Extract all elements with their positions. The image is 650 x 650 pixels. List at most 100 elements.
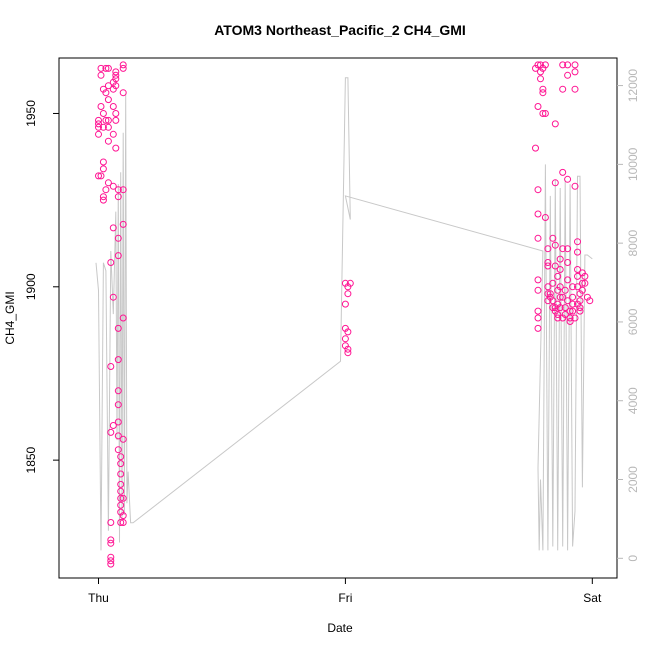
- chart-title: ATOM3 Northeast_Pacific_2 CH4_GMI: [214, 22, 466, 38]
- data-point: [581, 279, 589, 287]
- data-point: [549, 279, 557, 287]
- data-point: [551, 304, 559, 312]
- data-point: [574, 283, 581, 291]
- data-point: [107, 560, 115, 568]
- data-point: [114, 432, 122, 440]
- data-point: [102, 64, 110, 72]
- data-point: [561, 304, 569, 312]
- y-right-tick-label: 0: [626, 555, 640, 562]
- data-point: [107, 363, 115, 370]
- y-left-tick-label: 1950: [24, 100, 38, 127]
- data-point: [564, 71, 572, 79]
- data-point: [544, 290, 552, 298]
- plot-frame: [58, 57, 618, 579]
- data-point: [114, 401, 122, 409]
- data-point: [551, 241, 559, 249]
- data-point: [119, 435, 127, 443]
- data-point: [554, 311, 562, 318]
- data-point: [99, 193, 107, 201]
- data-point: [114, 186, 122, 194]
- data-point: [344, 345, 352, 353]
- data-point: [578, 286, 586, 294]
- data-point: [117, 460, 125, 468]
- data-point: [537, 68, 544, 76]
- x-tick-label: Fri: [338, 591, 352, 605]
- data-point: [117, 494, 125, 502]
- data-point: [564, 259, 572, 266]
- data-point: [566, 307, 574, 315]
- data-point: [556, 255, 564, 263]
- data-point: [574, 272, 581, 280]
- data-point: [95, 172, 102, 180]
- data-point: [544, 283, 552, 291]
- data-point: [564, 276, 572, 284]
- data-point: [537, 61, 544, 69]
- data-point: [574, 248, 581, 256]
- data-point: [109, 130, 117, 138]
- data-point: [107, 539, 115, 547]
- data-point: [539, 89, 547, 97]
- data-point: [569, 300, 577, 308]
- data-point: [119, 89, 127, 97]
- data-point: [107, 557, 115, 565]
- data-point: [109, 224, 117, 232]
- data-point: [574, 238, 581, 246]
- y-right-tick-label: 10000: [626, 147, 640, 181]
- data-point: [544, 245, 552, 253]
- data-point: [544, 297, 552, 305]
- data-point: [104, 96, 112, 104]
- data-point: [554, 314, 562, 322]
- data-point: [534, 234, 542, 242]
- data-point: [534, 210, 542, 218]
- data-point: [97, 64, 105, 72]
- data-point: [571, 314, 579, 322]
- data-point: [564, 61, 572, 69]
- y-right-tick-label: 6000: [626, 308, 640, 335]
- data-point: [541, 214, 549, 221]
- data-point: [114, 387, 122, 395]
- data-point: [576, 297, 584, 305]
- point-series-layer: [95, 61, 594, 568]
- data-point: [112, 116, 120, 124]
- data-point: [576, 307, 584, 315]
- data-point: [586, 297, 594, 305]
- data-point: [97, 103, 105, 110]
- data-point: [544, 259, 552, 266]
- data-point: [559, 85, 567, 93]
- data-point: [114, 446, 122, 454]
- data-point: [344, 283, 352, 291]
- data-point: [539, 110, 547, 117]
- data-point: [539, 85, 547, 93]
- x-tick-label: Thu: [88, 591, 109, 605]
- data-point: [102, 89, 110, 97]
- data-point: [541, 110, 549, 117]
- data-point: [114, 193, 122, 201]
- y-right-tick-label: 4000: [626, 387, 640, 414]
- data-point: [119, 186, 127, 194]
- data-point: [534, 307, 542, 315]
- data-point: [114, 252, 122, 260]
- data-point: [549, 234, 557, 242]
- data-point: [559, 245, 567, 253]
- data-point: [571, 85, 579, 93]
- data-point: [344, 290, 352, 298]
- data-point: [107, 553, 115, 561]
- data-point: [97, 172, 105, 180]
- data-point: [571, 61, 579, 69]
- data-point: [117, 487, 125, 495]
- data-point: [344, 349, 352, 357]
- data-point: [344, 328, 352, 336]
- data-point: [569, 283, 577, 291]
- data-point: [544, 262, 552, 270]
- data-point: [578, 279, 586, 287]
- data-point: [341, 300, 349, 308]
- y-right-tick-label: 12000: [626, 69, 640, 103]
- data-point: [109, 182, 117, 190]
- y-right-tick-label: 8000: [626, 229, 640, 256]
- x-axis-label: Date: [327, 621, 353, 635]
- y-axis-label: CH4_GMI: [3, 291, 17, 344]
- data-point: [114, 324, 122, 332]
- data-point: [119, 64, 127, 72]
- data-point: [534, 61, 542, 69]
